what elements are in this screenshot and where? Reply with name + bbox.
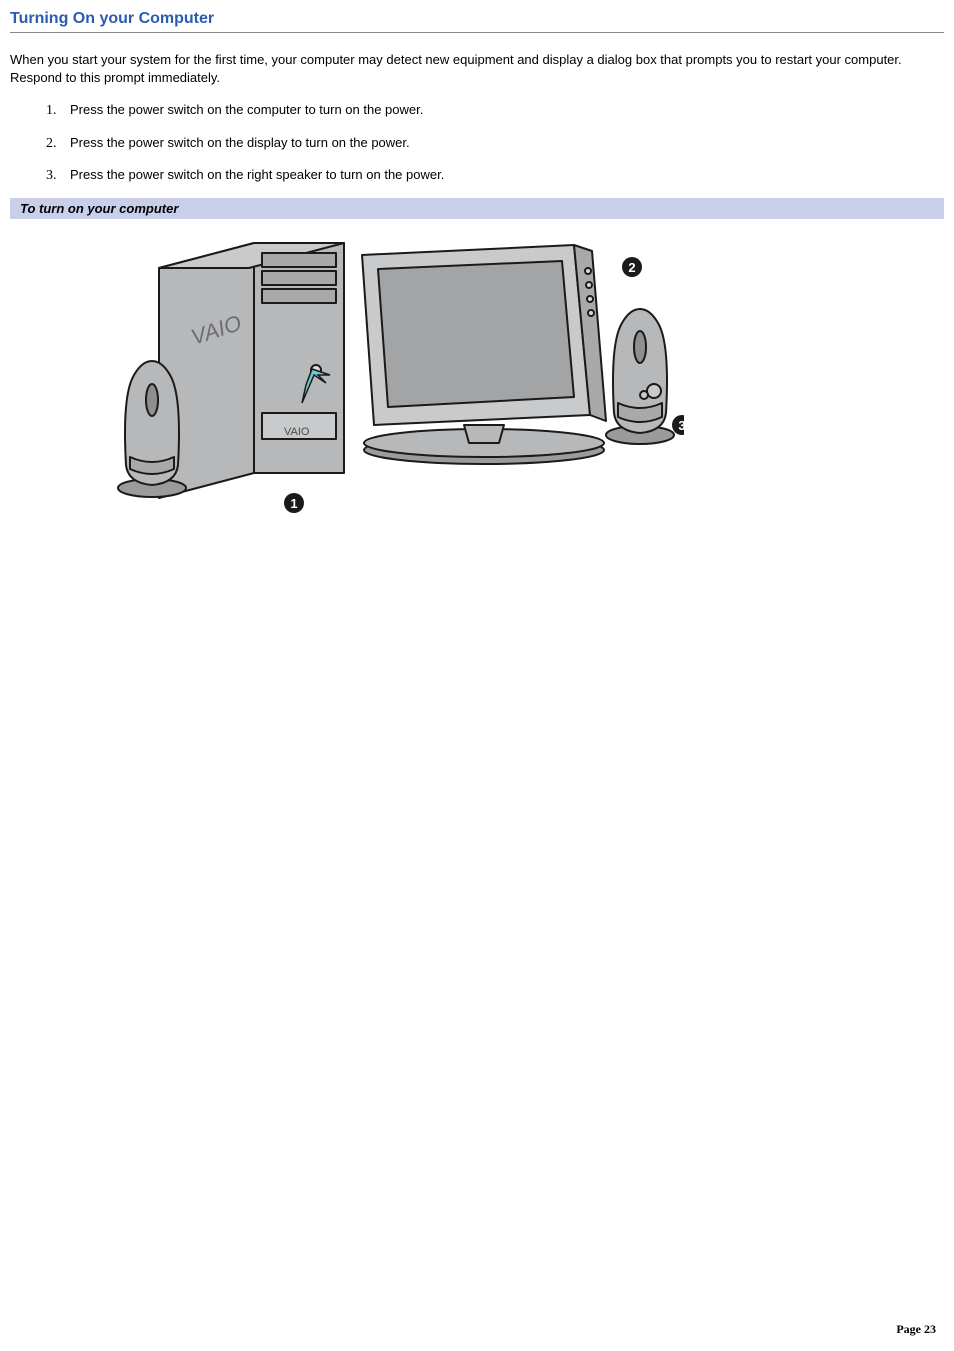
- page-title: Turning On your Computer: [10, 10, 944, 33]
- step-item: Press the power switch on the right spea…: [60, 166, 944, 184]
- intro-paragraph: When you start your system for the first…: [10, 51, 944, 87]
- vaio-logo-front: VAIO: [284, 426, 310, 438]
- callout-2: 2: [622, 257, 642, 277]
- callout-1: 1: [284, 493, 304, 513]
- svg-text:1: 1: [290, 496, 297, 511]
- right-speaker: [606, 309, 674, 444]
- figure-caption: To turn on your computer: [10, 198, 944, 219]
- step-item: Press the power switch on the computer t…: [60, 101, 944, 119]
- callout-3: 3: [672, 415, 684, 435]
- svg-text:2: 2: [628, 260, 635, 275]
- step-item: Press the power switch on the display to…: [60, 134, 944, 152]
- svg-text:3: 3: [678, 418, 684, 433]
- steps-list: Press the power switch on the computer t…: [10, 101, 944, 184]
- figure-container: VAIO VAIO 2: [10, 225, 944, 515]
- computer-diagram: VAIO VAIO 2: [84, 225, 684, 515]
- page-number: Page 23: [896, 1322, 936, 1337]
